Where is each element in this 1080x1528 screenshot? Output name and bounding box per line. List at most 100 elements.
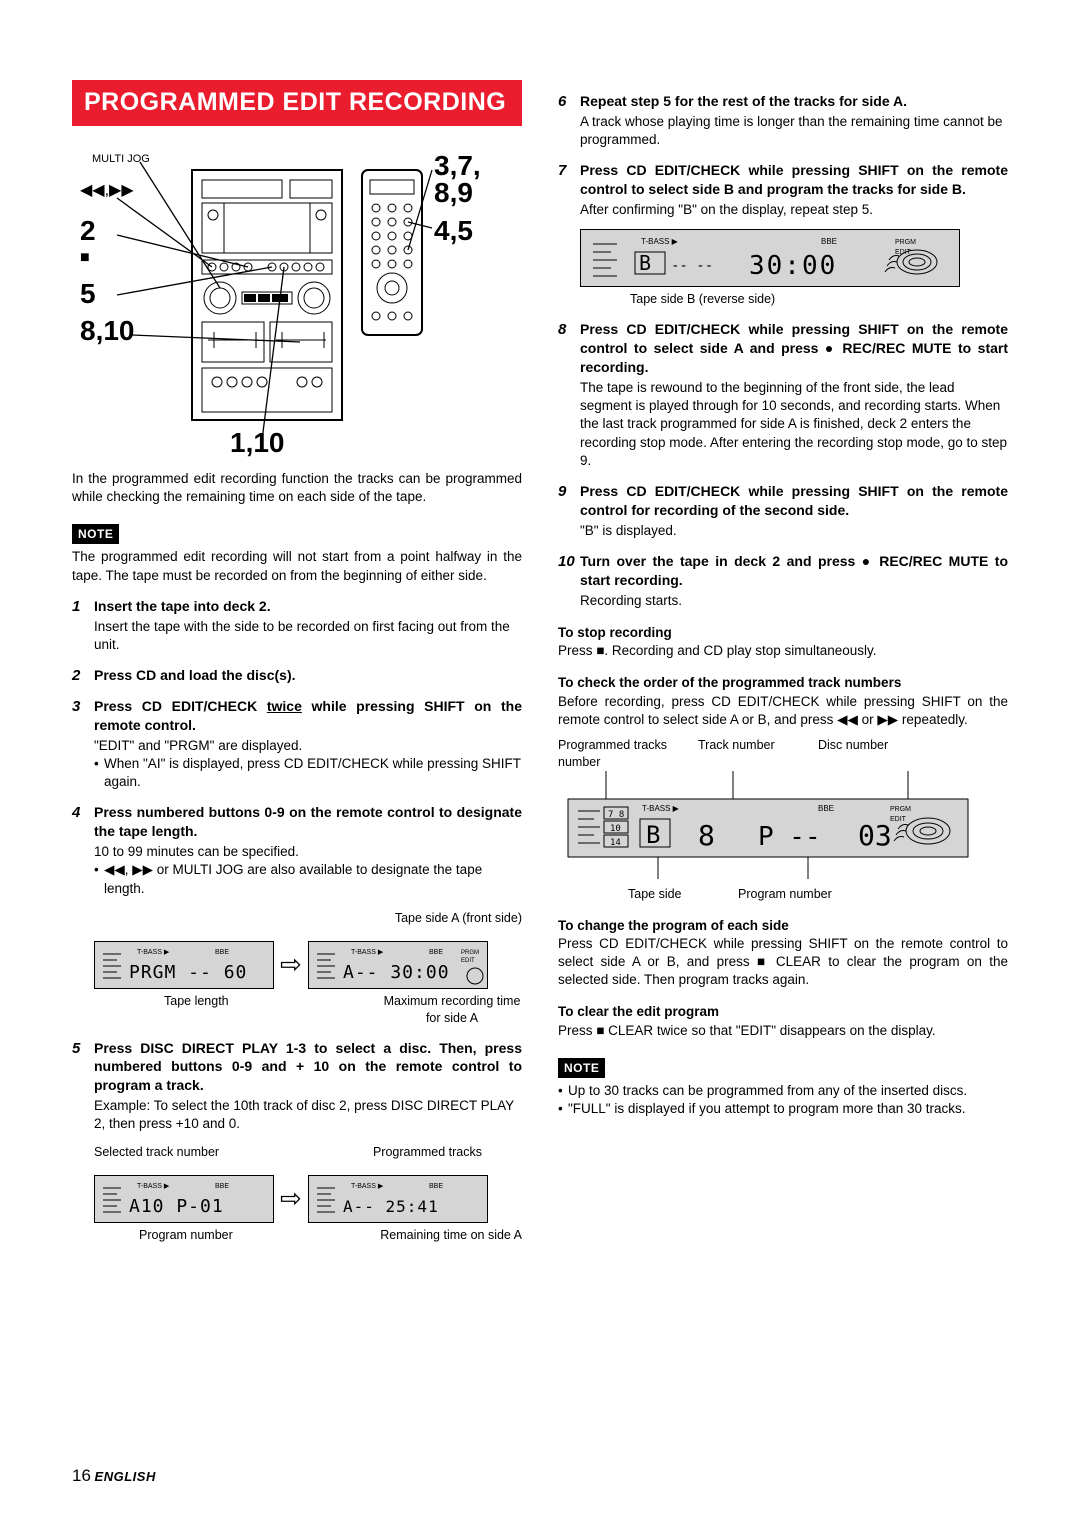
step-8-head: Press CD EDIT/CHECK while pressing SHIFT…: [580, 320, 1008, 377]
svg-text:8: 8: [698, 819, 715, 852]
fig7-caption: Tape side B (reverse side): [580, 291, 1008, 308]
check-order-body: Before recording, press CD EDIT/CHECK wh…: [558, 693, 1008, 729]
step-5-body: Example: To select the 10th track of dis…: [94, 1097, 522, 1133]
change-head: To change the program of each side: [558, 917, 1008, 935]
step-2-head: Press CD and load the disc(s).: [94, 666, 522, 685]
fig5-display-left: T-BASS ▶ BBE A10 P-01: [94, 1175, 274, 1223]
step-1-head: Insert the tape into deck 2.: [94, 597, 522, 616]
svg-text:PRGM -- 60: PRGM -- 60: [129, 962, 247, 983]
svg-text:8,9: 8,9: [434, 177, 473, 208]
svg-text:1,10: 1,10: [230, 427, 285, 458]
stop-rec-body: Press ■. Recording and CD play stop simu…: [558, 642, 1008, 660]
figc-br: Program number: [738, 886, 832, 903]
step-3-underline: twice: [267, 698, 302, 714]
svg-text:BBE: BBE: [818, 804, 834, 813]
step-4-body: 10 to 99 minutes can be specified.: [94, 843, 522, 861]
svg-text:4,5: 4,5: [434, 215, 473, 246]
fig4-captions-bottom: Tape length Maximum recording time for s…: [94, 993, 522, 1027]
clear-head: To clear the edit program: [558, 1003, 1008, 1021]
steps-right: Repeat step 5 for the rest of the tracks…: [558, 92, 1008, 610]
svg-text:14: 14: [610, 838, 621, 848]
fig4-display-right: T-BASS ▶ BBE PRGM EDIT A-- 30:00: [308, 941, 488, 989]
fig5-row: T-BASS ▶ BBE A10 P-01 ⇨ T-BASS ▶ BBE A--…: [94, 1175, 522, 1223]
fig5-captions-bottom: Program number Remaining time on side A: [94, 1227, 522, 1244]
svg-text:A10 P-01: A10 P-01: [129, 1196, 224, 1217]
step-8-body: The tape is rewound to the beginning of …: [580, 379, 1008, 470]
equipment-diagram: MULTI JOG ◀◀,▶▶ 2 ■ 5 8,10 1,10 3,7, 8,9…: [72, 140, 522, 460]
steps-left: Insert the tape into deck 2. Insert the …: [72, 597, 522, 1244]
page-footer: 16 ENGLISH: [72, 1465, 156, 1488]
svg-text:A-- 30:00: A-- 30:00: [343, 962, 450, 983]
note2-b2: "FULL" is displayed if you attempt to pr…: [558, 1100, 1008, 1118]
svg-text:PRGM: PRGM: [895, 239, 916, 246]
fig4-caption-top: Tape side A (front side): [94, 910, 522, 927]
fig5-caption-tr: Programmed tracks: [373, 1144, 522, 1161]
svg-text:◀◀,▶▶: ◀◀,▶▶: [80, 182, 134, 199]
step-7-head: Press CD EDIT/CHECK while pressing SHIFT…: [580, 161, 1008, 199]
svg-text:T-BASS ▶: T-BASS ▶: [642, 804, 680, 813]
page-lang: ENGLISH: [95, 1469, 156, 1484]
fig4-row: T-BASS ▶ BBE PRGM -- 60 ⇨ T-BASS ▶ BBE P…: [94, 941, 522, 989]
step-10-head: Turn over the tape in deck 2 and press ●…: [580, 552, 1008, 590]
fig5-caption-bl: Program number: [94, 1227, 233, 1244]
svg-text:PRGM: PRGM: [461, 950, 479, 956]
step-5-head: Press DISC DIRECT PLAY 1-3 to select a d…: [94, 1039, 522, 1096]
figc-tl: Programmed tracks number: [558, 737, 678, 771]
step-3-body: "EDIT" and "PRGM" are displayed.: [94, 737, 522, 755]
svg-text:PRGM: PRGM: [890, 806, 911, 813]
step-7-body: After confirming "B" on the display, rep…: [580, 201, 1008, 219]
fig-check-block: Programmed tracks number Track number Di…: [558, 737, 1008, 903]
check-order-head: To check the order of the programmed tra…: [558, 674, 1008, 692]
section-title: PROGRAMMED EDIT RECORDING: [72, 80, 522, 126]
step-4-head: Press numbered buttons 0-9 on the remote…: [94, 803, 522, 841]
svg-text:T-BASS ▶: T-BASS ▶: [641, 237, 679, 246]
svg-text:EDIT: EDIT: [890, 816, 907, 823]
fig4-caption-right: Maximum recording time for side A: [382, 993, 522, 1027]
fig5-caption-br: Remaining time on side A: [380, 1227, 522, 1244]
change-body: Press CD EDIT/CHECK while pressing SHIFT…: [558, 935, 1008, 990]
step-1-body: Insert the tape with the side to be reco…: [94, 618, 522, 654]
step-3-pre: Press CD EDIT/CHECK: [94, 698, 267, 714]
step-3-head: Press CD EDIT/CHECK twice while pressing…: [94, 697, 522, 735]
svg-text:■: ■: [80, 249, 90, 266]
svg-text:5: 5: [80, 278, 96, 309]
fig4-display-left: T-BASS ▶ BBE PRGM -- 60: [94, 941, 274, 989]
svg-text:B: B: [646, 821, 660, 849]
fig4-caption-left: Tape length: [94, 993, 229, 1027]
svg-text:A-- 25:41: A-- 25:41: [343, 1197, 439, 1216]
step-6-head: Repeat step 5 for the rest of the tracks…: [580, 92, 1008, 111]
note-label-2: NOTE: [558, 1058, 605, 1078]
step-3-bullet: When "AI" is displayed, press CD EDIT/CH…: [94, 755, 522, 791]
svg-text:T-BASS ▶: T-BASS ▶: [351, 1183, 384, 1190]
figc-bl: Tape side: [558, 886, 738, 903]
arrow-icon: ⇨: [280, 947, 302, 982]
note-label: NOTE: [72, 524, 119, 544]
stop-rec-head: To stop recording: [558, 624, 1008, 642]
clear-body: Press ■ CLEAR twice so that "EDIT" disap…: [558, 1022, 1008, 1040]
svg-text:EDIT: EDIT: [461, 958, 475, 964]
svg-text:2: 2: [80, 215, 96, 246]
note2-b1: Up to 30 tracks can be programmed from a…: [558, 1082, 1008, 1100]
svg-text:P --: P --: [758, 822, 821, 852]
fig5-caption-tl: Selected track number: [94, 1144, 219, 1161]
svg-text:T-BASS ▶: T-BASS ▶: [351, 949, 384, 956]
svg-text:BBE: BBE: [215, 1183, 229, 1190]
note-1: The programmed edit recording will not s…: [72, 548, 522, 584]
svg-text:BBE: BBE: [821, 237, 837, 246]
svg-text:8,10: 8,10: [80, 315, 135, 346]
step-10-body: Recording starts.: [580, 592, 1008, 610]
fig5-captions-top: Selected track number Programmed tracks: [94, 1144, 522, 1161]
step-4-bullet: ◀◀, ▶▶ or MULTI JOG are also available t…: [94, 861, 522, 897]
fig5-display-right: T-BASS ▶ BBE A-- 25:41: [308, 1175, 488, 1223]
fig-check-svg: 7 8 10 14 T-BASS ▶ BBE PRGM EDIT B 8 P -…: [558, 771, 978, 881]
svg-text:T-BASS ▶: T-BASS ▶: [137, 1183, 170, 1190]
svg-text:7 8: 7 8: [608, 810, 624, 820]
svg-text:BBE: BBE: [429, 949, 443, 956]
svg-text:T-BASS ▶: T-BASS ▶: [137, 949, 170, 956]
step-9-body: "B" is displayed.: [580, 522, 1008, 540]
note-2-list: Up to 30 tracks can be programmed from a…: [558, 1082, 1008, 1118]
svg-text:BBE: BBE: [215, 949, 229, 956]
svg-text:-- --: -- --: [671, 258, 713, 274]
step-6-body: A track whose playing time is longer tha…: [580, 113, 1008, 149]
figc-tc: Track number: [678, 737, 818, 771]
